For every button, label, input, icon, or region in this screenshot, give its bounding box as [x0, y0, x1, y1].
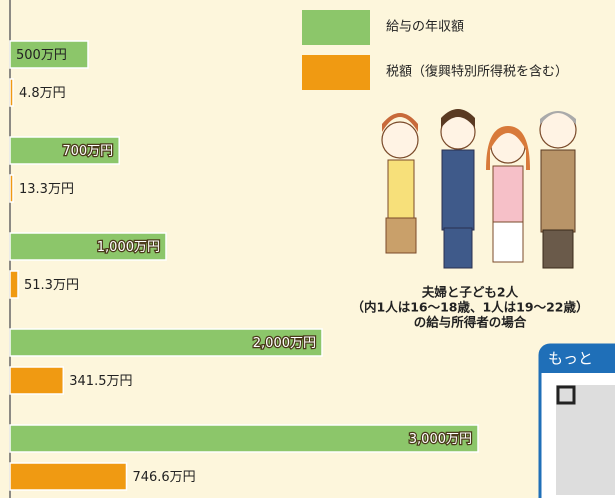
- more-label: もっと: [548, 350, 593, 368]
- more-box: もっと: [538, 343, 615, 498]
- caption: の給与所得者の場合: [414, 315, 527, 330]
- bar: [9, 462, 128, 491]
- bar: [9, 328, 323, 357]
- legend-swatch: [302, 55, 370, 90]
- legend-swatch: [302, 10, 370, 45]
- value-label: 51.3万円: [24, 278, 79, 293]
- value-label: 341.5万円: [69, 374, 132, 389]
- value-label: 2,000万円: [253, 336, 316, 351]
- value-label: 3,000万円: [409, 432, 472, 447]
- value-label: 13.3万円: [19, 182, 74, 197]
- bar: [9, 78, 14, 107]
- legend-label: 税額（復興特別所得税を含む）: [386, 64, 568, 80]
- illustration: [381, 109, 577, 269]
- bar: [9, 40, 89, 69]
- caption: （内1人は16〜18歳、1人は19〜22歳）: [352, 300, 589, 315]
- caption: 夫婦と子ども2人: [422, 285, 519, 300]
- bar: [9, 136, 120, 165]
- value-label: 1,000万円: [97, 240, 160, 255]
- legend-label: 給与の年収額: [386, 20, 464, 35]
- bar: [9, 424, 479, 453]
- value-label: 746.6万円: [132, 470, 195, 485]
- bar: [9, 174, 14, 203]
- value-label: 500万円: [16, 48, 67, 63]
- bar: [9, 232, 167, 261]
- value-label: 700万円: [62, 144, 113, 159]
- value-label: 4.8万円: [19, 86, 66, 101]
- bar: [9, 270, 19, 299]
- bar: [9, 366, 65, 395]
